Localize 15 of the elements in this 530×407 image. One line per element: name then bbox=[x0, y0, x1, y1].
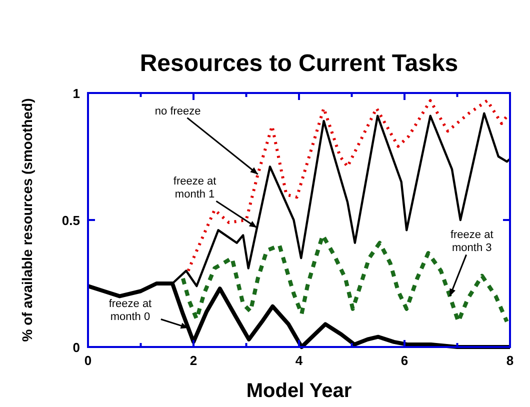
annotation: no freeze bbox=[154, 105, 201, 118]
chart-title: Resources to Current Tasks bbox=[140, 50, 458, 77]
x-axis-title: Model Year bbox=[246, 380, 352, 402]
x-tick-label: 6 bbox=[400, 353, 408, 368]
y-axis-title: % of available resources (smoothed) bbox=[19, 98, 35, 342]
annotation: freeze at month 3 bbox=[450, 229, 494, 254]
y-tick-label: 0 bbox=[72, 340, 80, 355]
x-tick-label: 4 bbox=[295, 353, 304, 368]
y-tick-label: 0.5 bbox=[62, 213, 80, 228]
x-tick-label: 2 bbox=[190, 353, 198, 368]
y-tick-label: 1 bbox=[72, 86, 80, 101]
annotation: freeze at month 0 bbox=[108, 298, 152, 323]
x-tick-label: 8 bbox=[506, 353, 514, 368]
annotation: freeze at month 1 bbox=[173, 176, 216, 201]
x-tick-label: 0 bbox=[84, 353, 92, 368]
